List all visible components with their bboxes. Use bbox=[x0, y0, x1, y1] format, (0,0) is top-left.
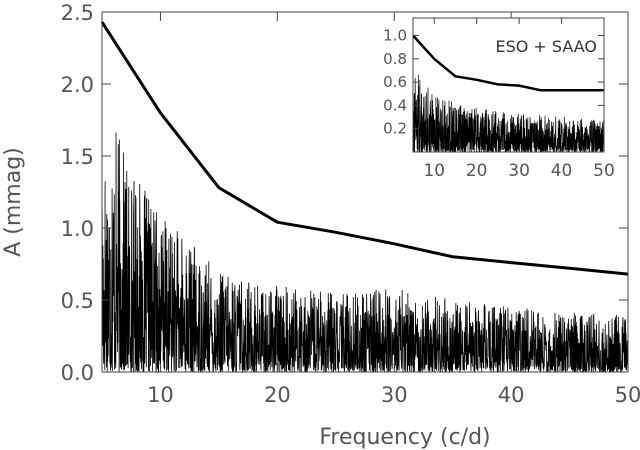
inset-noise-spectrum-line bbox=[412, 74, 605, 154]
main-x-tick-label: 10 bbox=[147, 383, 174, 407]
inset-plot-frame bbox=[412, 17, 605, 153]
inset-plot: 10 20 30 40 50 0.2 0.4 0.6 0.8 1.0 ESO + SAAO bbox=[383, 17, 615, 181]
main-y-tick-label: 0.0 bbox=[61, 361, 94, 385]
inset-x-tick-label: 50 bbox=[593, 161, 615, 181]
y-axis-title: A (mmag) bbox=[1, 147, 26, 257]
inset-threshold-line bbox=[412, 34, 604, 92]
main-y-tick-label: 1.5 bbox=[61, 145, 94, 169]
main-plot-frame bbox=[101, 11, 629, 373]
inset-x-tick-label: 20 bbox=[466, 161, 488, 181]
inset-x-tick-label: 30 bbox=[508, 161, 530, 181]
inset-y-tick-label: 0.6 bbox=[383, 73, 407, 91]
main-y-tick-label: 2.0 bbox=[61, 73, 94, 97]
main-threshold-line bbox=[100, 21, 629, 276]
inset-y-tick-label: 1.0 bbox=[383, 26, 407, 44]
inset-x-tick-label: 10 bbox=[423, 161, 445, 181]
main-y-tick-label: 2.5 bbox=[61, 1, 94, 25]
x-axis-title: Frequency (c/d) bbox=[319, 425, 490, 450]
inset-x-tick-label: 40 bbox=[551, 161, 573, 181]
main-x-tick-label: 20 bbox=[264, 383, 291, 407]
main-x-tick-label: 40 bbox=[498, 383, 525, 407]
inset-annotation: ESO + SAAO bbox=[495, 37, 597, 56]
inset-y-tick-label: 0.4 bbox=[383, 96, 407, 114]
main-noise-spectrum-line bbox=[101, 132, 629, 374]
inset-y-tick-label: 0.8 bbox=[383, 50, 407, 68]
main-x-tick-label: 50 bbox=[615, 383, 640, 407]
main-y-tick-label: 0.5 bbox=[61, 289, 94, 313]
main-y-tick-label: 1.0 bbox=[61, 217, 94, 241]
main-x-tick-label: 30 bbox=[381, 383, 408, 407]
inset-y-tick-label: 0.2 bbox=[383, 120, 407, 138]
